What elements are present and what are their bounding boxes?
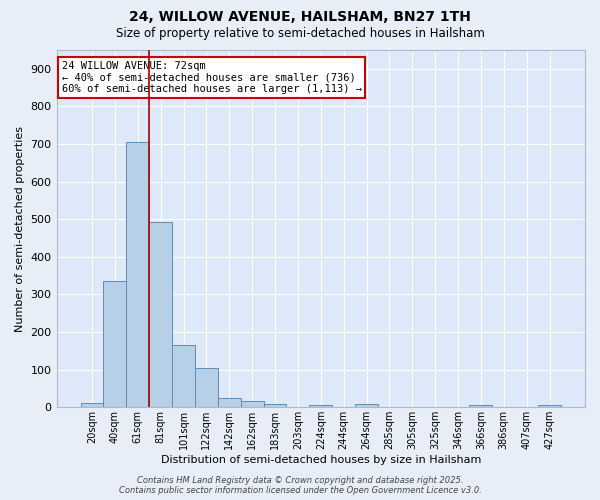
Bar (218, 398, 241, 407)
Bar (80, 403, 103, 407)
Bar (355, 404, 378, 407)
Text: 24 WILLOW AVENUE: 72sqm
← 40% of semi-detached houses are smaller (736)
60% of s: 24 WILLOW AVENUE: 72sqm ← 40% of semi-de… (62, 60, 362, 94)
Bar (127, 142, 149, 407)
Bar (263, 404, 286, 407)
Bar (149, 222, 172, 408)
Bar (172, 345, 195, 408)
Bar (103, 282, 127, 408)
Bar (538, 406, 561, 407)
Y-axis label: Number of semi-detached properties: Number of semi-detached properties (15, 126, 25, 332)
Text: 24, WILLOW AVENUE, HAILSHAM, BN27 1TH: 24, WILLOW AVENUE, HAILSHAM, BN27 1TH (129, 10, 471, 24)
Bar (310, 406, 332, 407)
Text: Contains HM Land Registry data © Crown copyright and database right 2025.
Contai: Contains HM Land Registry data © Crown c… (119, 476, 481, 495)
Bar (241, 401, 263, 407)
X-axis label: Distribution of semi-detached houses by size in Hailsham: Distribution of semi-detached houses by … (161, 455, 481, 465)
Text: Size of property relative to semi-detached houses in Hailsham: Size of property relative to semi-detach… (116, 28, 484, 40)
Bar (469, 406, 493, 407)
Bar (195, 368, 218, 408)
